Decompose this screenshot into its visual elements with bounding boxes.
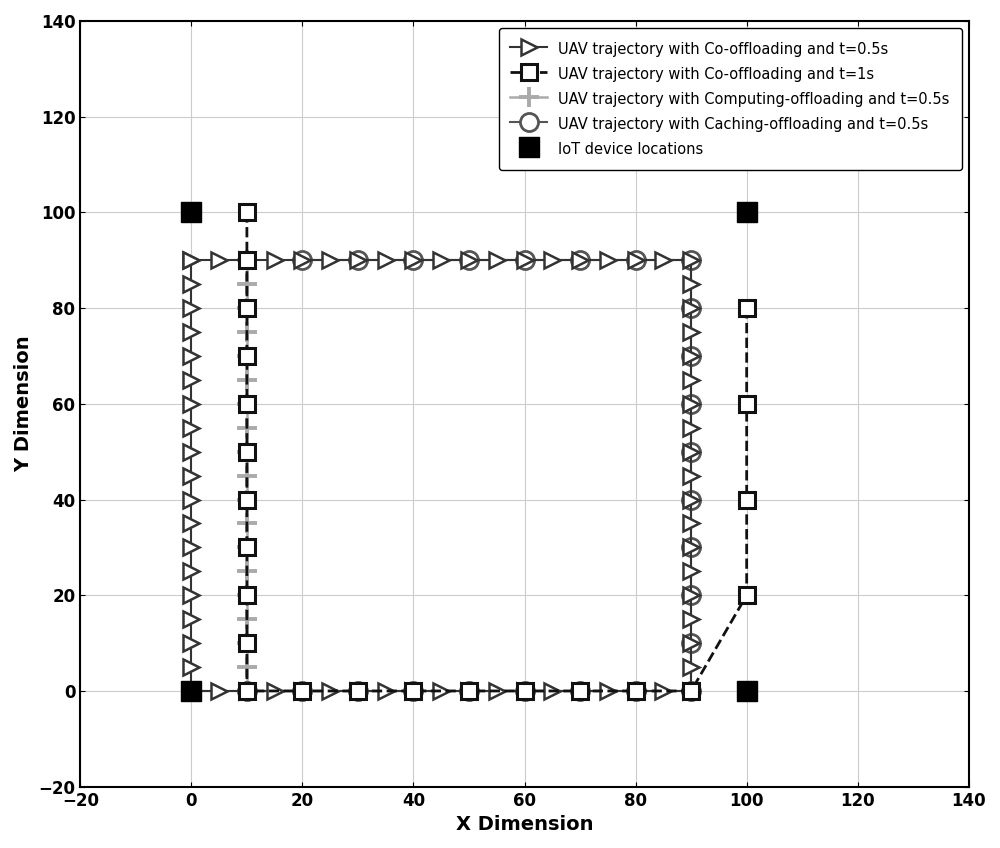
IoT device locations xyxy=(183,205,199,219)
Y-axis label: Y Dimension: Y Dimension xyxy=(14,336,33,472)
UAV trajectory with Co-offloading and t=1s xyxy=(407,686,419,696)
UAV trajectory with Computing-offloading and t=0.5s xyxy=(241,518,253,528)
UAV trajectory with Caching-offloading and t=0.5s xyxy=(685,590,697,600)
UAV trajectory with Computing-offloading and t=0.5s xyxy=(241,447,253,457)
UAV trajectory with Computing-offloading and t=0.5s xyxy=(241,327,253,338)
UAV trajectory with Co-offloading and t=1s xyxy=(241,303,253,313)
UAV trajectory with Caching-offloading and t=0.5s xyxy=(241,686,253,696)
UAV trajectory with Caching-offloading and t=0.5s xyxy=(685,351,697,361)
UAV trajectory with Computing-offloading and t=0.5s xyxy=(241,614,253,624)
UAV trajectory with Computing-offloading and t=0.5s xyxy=(241,279,253,289)
UAV trajectory with Caching-offloading and t=0.5s xyxy=(407,255,419,265)
UAV trajectory with Co-offloading and t=1s xyxy=(630,686,642,696)
UAV trajectory with Caching-offloading and t=0.5s xyxy=(519,255,531,265)
UAV trajectory with Caching-offloading and t=0.5s xyxy=(519,686,531,696)
UAV trajectory with Co-offloading and t=1s xyxy=(241,447,253,457)
UAV trajectory with Co-offloading and t=1s xyxy=(241,255,253,265)
UAV trajectory with Co-offloading and t=1s xyxy=(241,399,253,409)
UAV trajectory with Co-offloading and t=0.5s xyxy=(630,255,642,265)
UAV trajectory with Co-offloading and t=1s xyxy=(241,590,253,600)
UAV trajectory with Co-offloading and t=0.5s xyxy=(185,518,197,528)
UAV trajectory with Caching-offloading and t=0.5s xyxy=(685,303,697,313)
UAV trajectory with Caching-offloading and t=0.5s xyxy=(685,494,697,505)
UAV trajectory with Computing-offloading and t=0.5s xyxy=(241,303,253,313)
UAV trajectory with Co-offloading and t=1s xyxy=(241,494,253,505)
UAV trajectory with Caching-offloading and t=0.5s xyxy=(574,686,586,696)
UAV trajectory with Co-offloading and t=0.5s xyxy=(685,399,697,409)
UAV trajectory with Caching-offloading and t=0.5s xyxy=(463,255,475,265)
UAV trajectory with Caching-offloading and t=0.5s xyxy=(685,542,697,552)
UAV trajectory with Computing-offloading and t=0.5s xyxy=(241,399,253,409)
UAV trajectory with Caching-offloading and t=0.5s xyxy=(630,686,642,696)
UAV trajectory with Co-offloading and t=1s xyxy=(741,590,753,600)
UAV trajectory with Computing-offloading and t=0.5s xyxy=(241,638,253,648)
UAV trajectory with Co-offloading and t=0.5s xyxy=(185,471,197,481)
UAV trajectory with Co-offloading and t=0.5s xyxy=(185,255,197,265)
UAV trajectory with Computing-offloading and t=0.5s xyxy=(241,471,253,481)
UAV trajectory with Computing-offloading and t=0.5s xyxy=(241,375,253,385)
UAV trajectory with Co-offloading and t=0.5s xyxy=(685,686,697,696)
IoT device locations xyxy=(183,684,199,698)
UAV trajectory with Co-offloading and t=1s xyxy=(241,686,253,696)
UAV trajectory with Caching-offloading and t=0.5s xyxy=(685,686,697,696)
UAV trajectory with Computing-offloading and t=0.5s xyxy=(241,494,253,505)
UAV trajectory with Caching-offloading and t=0.5s xyxy=(685,399,697,409)
Line: UAV trajectory with Computing-offloading and t=0.5s: UAV trajectory with Computing-offloading… xyxy=(237,250,257,700)
UAV trajectory with Caching-offloading and t=0.5s xyxy=(685,447,697,457)
UAV trajectory with Co-offloading and t=1s xyxy=(741,399,753,409)
UAV trajectory with Computing-offloading and t=0.5s xyxy=(241,662,253,672)
UAV trajectory with Co-offloading and t=0.5s xyxy=(185,255,197,265)
UAV trajectory with Caching-offloading and t=0.5s xyxy=(574,255,586,265)
UAV trajectory with Co-offloading and t=1s xyxy=(519,686,531,696)
UAV trajectory with Caching-offloading and t=0.5s xyxy=(685,638,697,648)
UAV trajectory with Caching-offloading and t=0.5s xyxy=(407,686,419,696)
UAV trajectory with Caching-offloading and t=0.5s xyxy=(185,686,197,696)
Legend: UAV trajectory with Co-offloading and t=0.5s, UAV trajectory with Co-offloading : UAV trajectory with Co-offloading and t=… xyxy=(499,28,962,170)
UAV trajectory with Computing-offloading and t=0.5s xyxy=(241,351,253,361)
UAV trajectory with Caching-offloading and t=0.5s xyxy=(352,255,364,265)
IoT device locations xyxy=(739,205,755,219)
X-axis label: X Dimension: X Dimension xyxy=(456,815,593,834)
IoT device locations xyxy=(739,684,755,698)
UAV trajectory with Caching-offloading and t=0.5s xyxy=(296,686,308,696)
UAV trajectory with Caching-offloading and t=0.5s xyxy=(352,686,364,696)
UAV trajectory with Co-offloading and t=1s xyxy=(574,686,586,696)
UAV trajectory with Co-offloading and t=1s xyxy=(241,542,253,552)
UAV trajectory with Caching-offloading and t=0.5s xyxy=(630,255,642,265)
UAV trajectory with Co-offloading and t=1s xyxy=(352,686,364,696)
UAV trajectory with Co-offloading and t=1s xyxy=(296,686,308,696)
Line: UAV trajectory with Co-offloading and t=1s: UAV trajectory with Co-offloading and t=… xyxy=(239,204,754,699)
UAV trajectory with Co-offloading and t=1s xyxy=(741,494,753,505)
UAV trajectory with Computing-offloading and t=0.5s xyxy=(241,590,253,600)
UAV trajectory with Co-offloading and t=1s xyxy=(241,638,253,648)
Line: UAV trajectory with Caching-offloading and t=0.5s: UAV trajectory with Caching-offloading a… xyxy=(182,251,700,700)
UAV trajectory with Computing-offloading and t=0.5s xyxy=(241,566,253,577)
Line: UAV trajectory with Co-offloading and t=0.5s: UAV trajectory with Co-offloading and t=… xyxy=(184,253,699,699)
UAV trajectory with Computing-offloading and t=0.5s xyxy=(241,255,253,265)
UAV trajectory with Co-offloading and t=1s xyxy=(463,686,475,696)
UAV trajectory with Caching-offloading and t=0.5s xyxy=(296,255,308,265)
UAV trajectory with Computing-offloading and t=0.5s xyxy=(241,542,253,552)
UAV trajectory with Co-offloading and t=1s xyxy=(241,207,253,217)
UAV trajectory with Co-offloading and t=1s xyxy=(241,351,253,361)
UAV trajectory with Caching-offloading and t=0.5s xyxy=(463,686,475,696)
UAV trajectory with Computing-offloading and t=0.5s xyxy=(241,686,253,696)
UAV trajectory with Co-offloading and t=1s xyxy=(685,686,697,696)
UAV trajectory with Co-offloading and t=1s xyxy=(741,303,753,313)
UAV trajectory with Caching-offloading and t=0.5s xyxy=(685,255,697,265)
UAV trajectory with Co-offloading and t=0.5s xyxy=(185,399,197,409)
UAV trajectory with Co-offloading and t=0.5s xyxy=(657,686,669,696)
UAV trajectory with Computing-offloading and t=0.5s xyxy=(241,422,253,432)
